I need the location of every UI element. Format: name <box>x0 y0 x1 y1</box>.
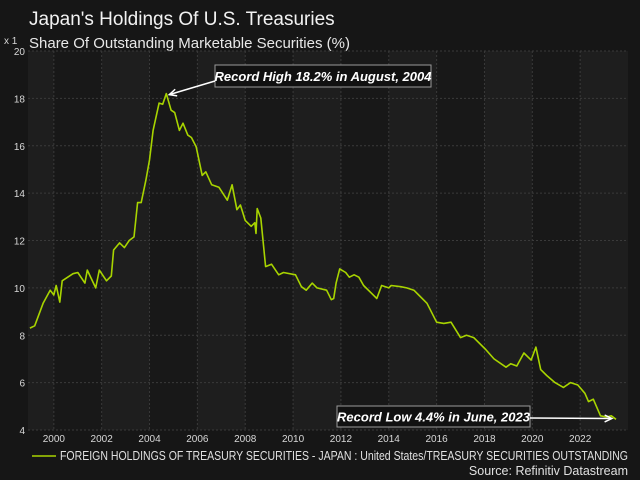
chart-subtitle: Share Of Outstanding Marketable Securiti… <box>29 35 350 52</box>
annotation-label: Record Low 4.4% in June, 2023 <box>337 410 531 425</box>
y-tick-label: 6 <box>19 379 25 390</box>
annotations: Record High 18.2% in August, 2004 Record … <box>167 64 614 428</box>
y-tick-label: 10 <box>14 284 26 295</box>
series-line <box>29 92 617 420</box>
x-tick-label: 2016 <box>425 434 448 445</box>
annotation-arrow <box>529 417 612 420</box>
y-tick-label: 16 <box>14 142 26 153</box>
x-tick-label: 2012 <box>330 434 353 445</box>
annotation-arrow <box>169 80 216 96</box>
y-multiplier-label: x 1 <box>4 36 18 47</box>
gridlines <box>28 50 628 431</box>
arrowhead-icon <box>604 414 614 423</box>
arrowhead-icon <box>167 88 178 97</box>
x-tick-label: 2020 <box>521 434 544 445</box>
x-tick-label: 2014 <box>378 434 401 445</box>
annotation-label: Record High 18.2% in August, 2004 <box>215 69 433 84</box>
x-tick-label: 2008 <box>234 434 257 445</box>
x-axis: 2000 2002 2004 2006 2008 2010 2012 2014 2016 2018… <box>43 434 592 445</box>
x-tick-label: 2018 <box>473 434 496 445</box>
y-tick-label: 4 <box>19 426 25 437</box>
annotation-box <box>214 64 432 88</box>
y-tick-label: 20 <box>14 47 26 58</box>
annotation-box <box>336 405 531 428</box>
x-tick-label: 2000 <box>43 434 66 445</box>
source-note: Source: Refinitiv Datastream <box>469 464 628 478</box>
x-tick-label: 2004 <box>138 434 161 445</box>
y-tick-label: 12 <box>14 237 26 248</box>
chart-title: Japan's Holdings Of U.S. Treasuries <box>29 9 335 30</box>
x-tick-label: 2022 <box>569 434 592 445</box>
y-tick-label: 8 <box>19 331 25 342</box>
x-tick-label: 2002 <box>91 434 114 445</box>
x-tick-label: 2010 <box>282 434 305 445</box>
y-tick-label: 18 <box>14 94 26 105</box>
legend-label: FOREIGN HOLDINGS OF TREASURY SECURITIES … <box>60 449 628 463</box>
y-tick-label: 14 <box>14 189 26 200</box>
y-axis: 4 6 8 10 12 14 16 18 20 <box>14 47 26 437</box>
x-tick-label: 2006 <box>186 434 209 445</box>
